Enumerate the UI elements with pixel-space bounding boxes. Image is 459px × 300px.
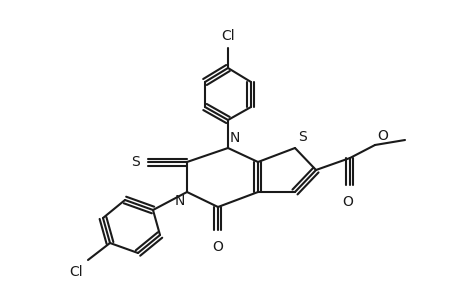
Text: S: S: [297, 130, 306, 144]
Text: N: N: [230, 131, 240, 145]
Text: O: O: [212, 240, 223, 254]
Text: S: S: [131, 155, 140, 169]
Text: Cl: Cl: [69, 265, 83, 279]
Text: O: O: [376, 129, 387, 143]
Text: Cl: Cl: [221, 29, 234, 43]
Text: N: N: [174, 194, 185, 208]
Text: O: O: [342, 195, 353, 209]
